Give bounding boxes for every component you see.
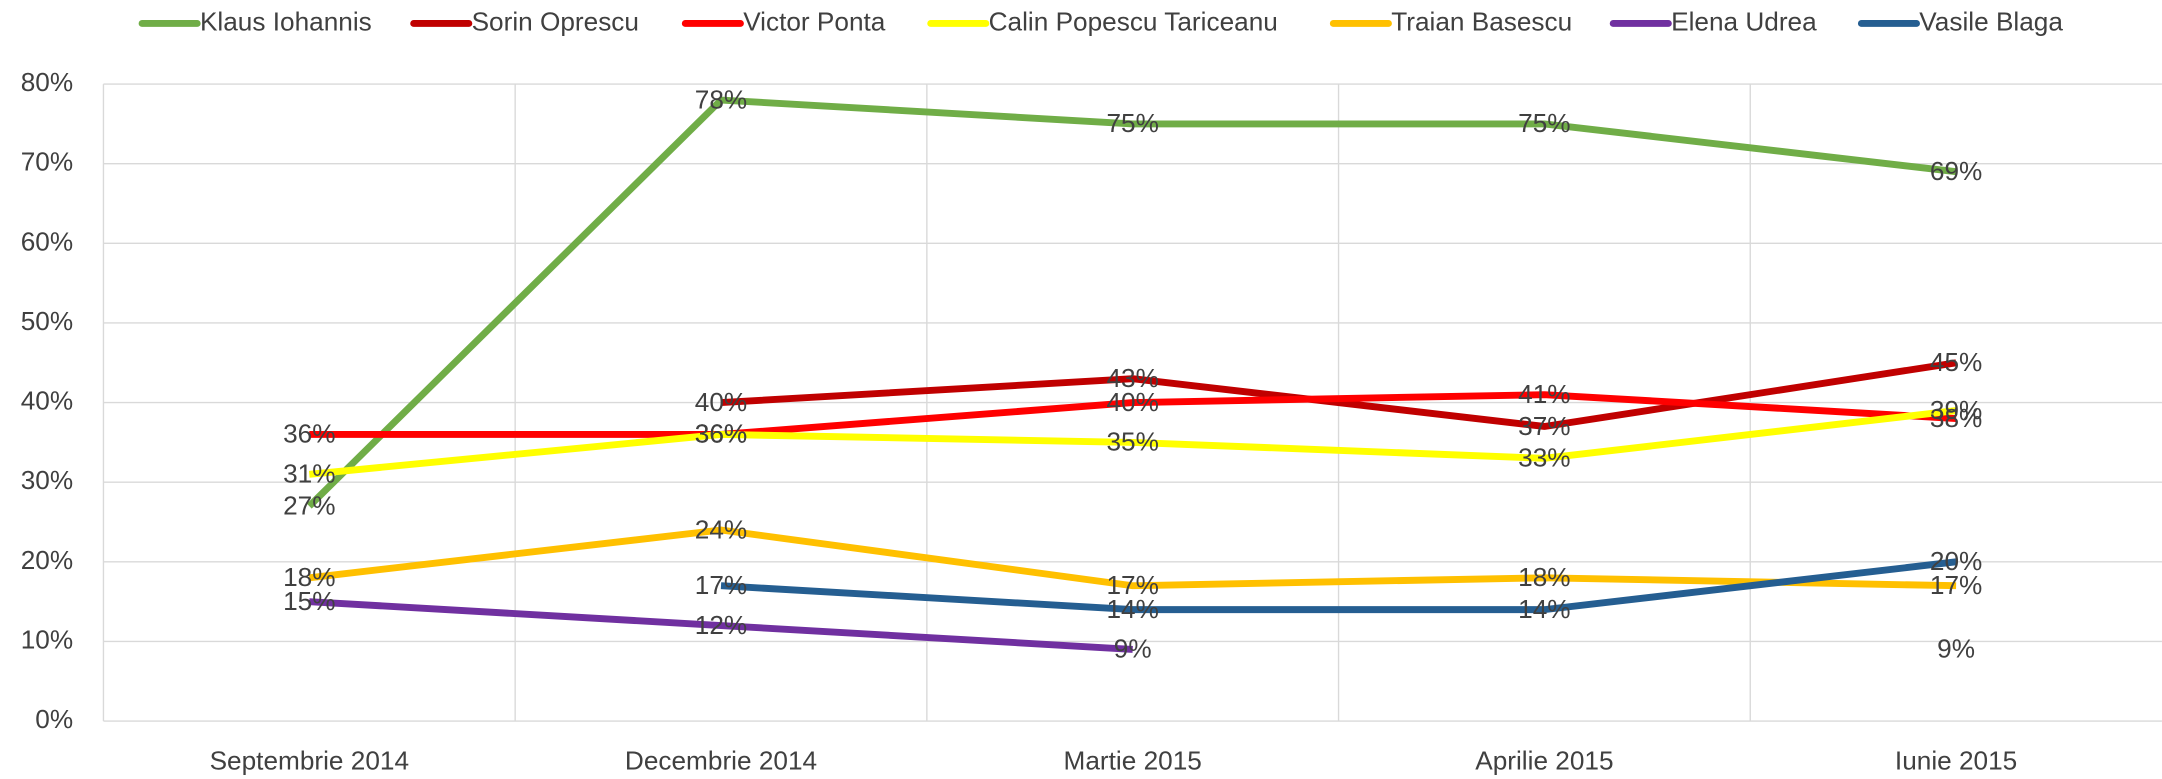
y-tick-label: 70% — [21, 147, 73, 177]
y-tick-label: 50% — [21, 306, 73, 336]
series-line — [306, 96, 1957, 509]
x-tick-label: Decembrie 2014 — [625, 745, 817, 775]
data-label: 18% — [1518, 562, 1570, 592]
y-tick-label: 40% — [21, 386, 73, 416]
data-label: 18% — [283, 562, 335, 592]
legend-label: Traian Basescu — [1391, 6, 1572, 36]
series-line — [309, 598, 1133, 653]
y-tick-label: 0% — [35, 704, 73, 734]
data-label: 40% — [695, 387, 747, 417]
data-label: 24% — [695, 514, 747, 544]
series-line — [309, 391, 1957, 438]
data-label: 38% — [1930, 403, 1982, 433]
data-label: 33% — [1518, 443, 1570, 473]
data-label: 78% — [695, 84, 747, 114]
data-label: 31% — [283, 459, 335, 489]
data-label: 15% — [283, 586, 335, 616]
x-tick-label: Aprilie 2015 — [1475, 745, 1613, 775]
data-label: 9% — [1114, 634, 1152, 664]
data-label: 39% — [1930, 395, 1982, 425]
y-tick-label: 80% — [21, 67, 73, 97]
series-line — [720, 558, 1957, 614]
data-label: 40% — [1106, 387, 1158, 417]
legend-label: Elena Udrea — [1671, 6, 1817, 36]
series-line — [308, 407, 1957, 478]
data-label: 36% — [283, 419, 335, 449]
data-label: 36% — [695, 419, 747, 449]
legend-label: Sorin Oprescu — [472, 6, 639, 36]
y-tick-label: 20% — [21, 545, 73, 575]
data-label: 41% — [1518, 379, 1570, 409]
data-label: 12% — [695, 610, 747, 640]
x-tick-label: Iunie 2015 — [1895, 745, 2017, 775]
x-tick-label: Septembrie 2014 — [210, 745, 409, 775]
legend-label: Vasile Blaga — [1919, 6, 2063, 36]
data-label: 43% — [1106, 363, 1158, 393]
data-label: 75% — [1518, 108, 1570, 138]
y-tick-label: 30% — [21, 465, 73, 495]
legend-label: Victor Ponta — [743, 6, 886, 36]
data-label: 37% — [1518, 411, 1570, 441]
x-tick-label: Martie 2015 — [1064, 745, 1202, 775]
data-label: 17% — [695, 570, 747, 600]
y-tick-label: 60% — [21, 226, 73, 256]
series-line — [720, 359, 1957, 430]
data-label: 36% — [695, 419, 747, 449]
data-label: 14% — [1518, 594, 1570, 624]
data-label: 17% — [1106, 570, 1158, 600]
series-line — [308, 526, 1957, 590]
data-label: 14% — [1106, 594, 1158, 624]
data-label: 69% — [1930, 156, 1982, 186]
legend-label: Calin Popescu Tariceanu — [989, 6, 1278, 36]
data-label: 35% — [1106, 427, 1158, 457]
data-label: 17% — [1930, 570, 1982, 600]
legend-label: Klaus Iohannis — [200, 6, 372, 36]
data-label: 75% — [1106, 108, 1158, 138]
y-tick-label: 10% — [21, 624, 73, 654]
data-label: 20% — [1930, 546, 1982, 576]
data-label: 45% — [1930, 347, 1982, 377]
data-label: 9% — [1937, 634, 1975, 664]
data-label: 27% — [283, 490, 335, 520]
